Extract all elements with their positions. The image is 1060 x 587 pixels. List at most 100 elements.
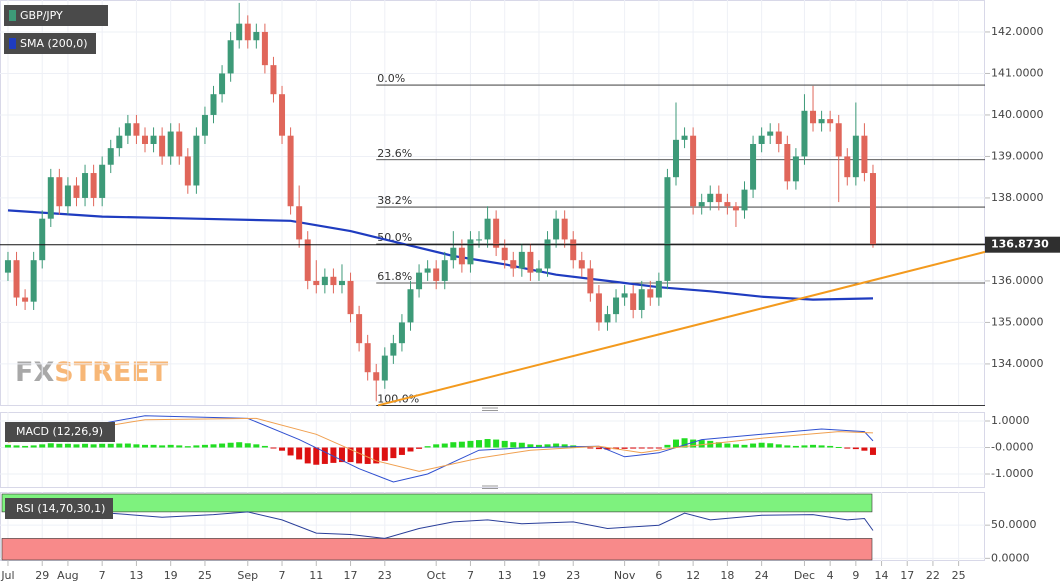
macd-bar <box>433 444 440 448</box>
macd-bar <box>424 446 431 448</box>
macd-bar <box>227 442 234 448</box>
candle-body <box>356 314 363 344</box>
candle-body <box>13 260 20 298</box>
candle-body <box>587 268 594 294</box>
overbought-band <box>1 493 873 513</box>
macd-bar <box>732 444 739 448</box>
macd-bar <box>390 447 397 459</box>
macd-bar <box>4 444 11 448</box>
x-tick-label: Sep <box>237 569 258 582</box>
macd-bar <box>244 443 251 448</box>
legend-macd: MACD (12,26,9) <box>16 425 103 438</box>
candle-body <box>287 135 294 207</box>
candle-body <box>844 156 851 178</box>
candle-body <box>398 322 405 344</box>
x-tick-label: 14 <box>875 569 889 582</box>
macd-bar <box>792 445 799 448</box>
x-tick-label: 25 <box>198 569 212 582</box>
macd-bar <box>869 447 876 455</box>
candle-body <box>304 239 311 281</box>
candle-body <box>313 280 320 286</box>
macd-bar <box>775 444 782 448</box>
candle-body <box>116 135 123 149</box>
candle-body <box>784 143 791 182</box>
macd-bar <box>672 439 679 448</box>
macd-bar <box>690 439 697 448</box>
x-tick-label: 12 <box>686 569 700 582</box>
candle-body <box>22 297 29 302</box>
candle-body <box>296 206 303 240</box>
trendline <box>377 250 986 407</box>
candle-body <box>527 251 534 273</box>
candle-body <box>330 276 337 286</box>
candle-body <box>476 239 483 241</box>
macd-bar <box>210 444 217 448</box>
macd-bar <box>724 443 731 448</box>
candle-body <box>73 185 80 198</box>
macd-line <box>7 415 874 483</box>
macd-bar <box>116 443 123 448</box>
y-tick-label: -1.0000 <box>991 467 1033 480</box>
fib-label: 0.0% <box>377 72 405 85</box>
candle-body <box>484 218 491 240</box>
macd-bar <box>818 445 825 448</box>
x-tick-label: 24 <box>755 569 769 582</box>
macd-bar <box>201 444 208 448</box>
candle-body <box>56 177 63 207</box>
macd-bar <box>30 445 37 448</box>
macd-bar <box>253 444 260 448</box>
last-price-label: 136.8730 <box>991 238 1049 251</box>
candle-body <box>416 272 423 290</box>
candle-body <box>107 148 114 165</box>
legend-rsi: RSI (14,70,30,1) <box>16 502 105 515</box>
macd-bar <box>356 447 363 464</box>
candle-body <box>253 31 260 41</box>
y-tick-label: 140.0000 <box>991 108 1044 121</box>
candle-body <box>133 123 140 136</box>
candle-body <box>578 260 585 269</box>
candle-body <box>741 189 748 211</box>
macd-bar <box>416 447 423 449</box>
macd-bar <box>150 444 157 448</box>
macd-bar <box>698 440 705 448</box>
candle-body <box>638 289 645 310</box>
candle-body <box>810 110 817 124</box>
fib-label: 61.8% <box>377 270 412 283</box>
macd-bar <box>279 447 286 451</box>
candle-body <box>82 173 89 198</box>
macd-bar <box>47 443 54 448</box>
macd-bar <box>184 446 191 448</box>
candle-body <box>184 156 191 186</box>
panel-handle <box>482 407 498 489</box>
candle-body <box>604 314 611 323</box>
watermark-fx: FX <box>15 357 54 388</box>
macd-bar <box>338 447 345 463</box>
x-tick-label: 4 <box>827 569 834 582</box>
macd-bar <box>450 442 457 448</box>
candle-body <box>852 135 859 178</box>
macd-bar <box>167 444 174 448</box>
candle-body <box>690 135 697 207</box>
candle-body <box>570 239 577 261</box>
macd-bar <box>287 447 294 456</box>
legend-title: GBP/JPY <box>20 9 63 22</box>
macd-bar <box>501 440 508 448</box>
macd-bar <box>141 444 148 448</box>
y-tick-label: 134.0000 <box>991 357 1044 370</box>
candle-body <box>715 193 722 203</box>
candle-body <box>407 289 414 323</box>
macd-bar <box>510 442 517 448</box>
x-tick-label: 23 <box>378 569 392 582</box>
macd-bar <box>73 444 80 448</box>
macd-bar <box>304 447 311 464</box>
candle-body <box>501 247 508 261</box>
oversold-band <box>1 538 873 561</box>
macd-bar <box>801 445 808 448</box>
y-tick-label: -0.0000 <box>991 441 1033 454</box>
candle-body <box>750 143 757 190</box>
candle-body <box>595 293 602 323</box>
macd-bar <box>64 443 71 448</box>
candle-body <box>835 123 842 157</box>
macd-bar <box>270 447 277 449</box>
candle-body <box>458 247 465 265</box>
